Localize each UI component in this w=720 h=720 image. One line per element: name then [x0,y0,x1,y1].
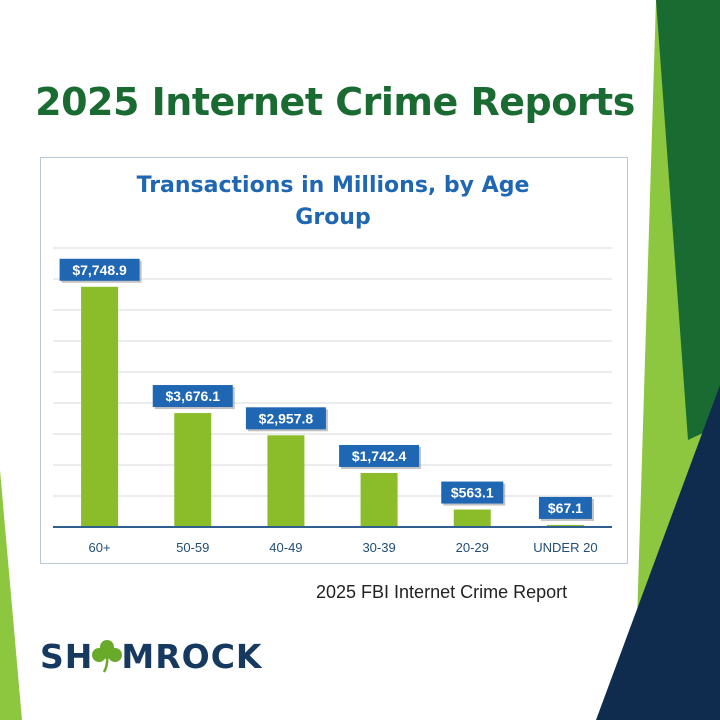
bar [174,413,212,527]
light-green-band-left [0,470,22,720]
logo-text-start: SH [40,636,94,676]
data-label: $7,748.9 [72,262,127,278]
source-caption: 2025 FBI Internet Crime Report [316,582,568,602]
data-label: $3,676.1 [166,388,221,404]
x-tick-label: 30-39 [362,540,395,555]
data-label-box [339,444,420,467]
data-label-box [441,481,504,504]
x-tick-label: 40-49 [269,540,302,555]
data-label: $2,957.8 [259,410,314,426]
shamrock-icon [92,640,123,673]
bar [81,286,119,527]
data-label-box [152,385,233,408]
data-label: $563.1 [451,485,494,501]
data-label-box [245,407,326,430]
page-title: 2025 Internet Crime Reports [35,80,635,124]
dark-green-band-right [656,0,720,440]
bar [546,524,584,527]
bar [360,472,398,527]
logo-text-end: MROCK [121,636,263,676]
shamrock-logo: SH MROCK [40,636,262,676]
chart-title: Transactions in Millions, by Age Group [40,170,626,234]
chart-title-line-1: Transactions in Millions, by Age [136,173,530,198]
chart-title-line-2: Group [295,205,371,230]
data-label: $67.1 [548,500,583,516]
bar [267,435,305,527]
data-label: $1,742.4 [352,448,407,464]
x-tick-label: UNDER 20 [533,540,597,555]
data-label-box [59,258,140,281]
x-tick-label: 50-59 [176,540,209,555]
x-tick-label: 60+ [89,540,111,555]
data-label-box [538,496,592,519]
bar [453,509,491,527]
navy-band-right [596,385,720,720]
x-tick-label: 20-29 [456,540,489,555]
